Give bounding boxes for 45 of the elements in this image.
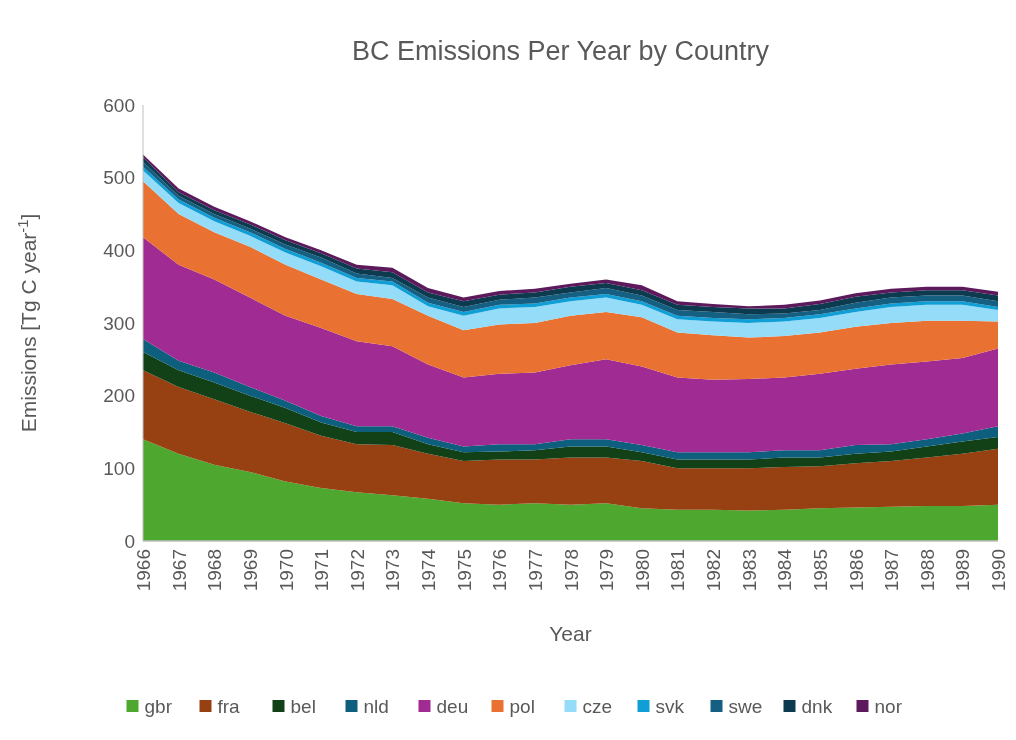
x-tick-label: 1978 <box>560 549 582 592</box>
legend-label: fra <box>217 695 241 717</box>
x-tick-label: 1983 <box>738 549 760 592</box>
x-tick-label: 1979 <box>596 549 618 592</box>
x-tick-label: 1972 <box>346 549 368 592</box>
legend-label: bel <box>290 695 316 717</box>
legend-label: cze <box>582 695 613 717</box>
x-tick-label: 1990 <box>988 549 1009 592</box>
x-tick-label: 1981 <box>667 549 689 592</box>
x-tick-label: 1971 <box>311 549 333 592</box>
legend-label: pol <box>509 695 535 717</box>
x-tick-label: 1982 <box>703 549 724 592</box>
x-tick-label: 1967 <box>168 549 190 592</box>
x-tick-label: 1973 <box>382 549 404 592</box>
x-tick-label: 1975 <box>453 549 475 592</box>
x-tick-label: 1974 <box>418 548 439 592</box>
legend-label: nor <box>874 695 903 717</box>
x-tick-label: 1984 <box>774 548 796 592</box>
x-tick-label: 1970 <box>275 549 297 592</box>
y-tick-label: 0 <box>124 530 135 552</box>
y-tick-label: 100 <box>103 457 135 479</box>
x-tick-label: 1986 <box>845 549 867 592</box>
legend-label: deu <box>436 695 469 717</box>
y-tick-label: 600 <box>103 94 135 116</box>
legend-label: dnk <box>801 695 833 717</box>
y-tick-label: 300 <box>103 312 135 334</box>
x-tick-label: 1966 <box>133 549 154 592</box>
x-tick-label: 1989 <box>952 549 974 592</box>
chart-title: BC Emissions Per Year by Country <box>351 36 770 66</box>
x-tick-label: 1976 <box>489 549 511 592</box>
legend-label: swe <box>728 695 763 717</box>
y-tick-label: 500 <box>103 167 135 189</box>
y-tick-label: 200 <box>103 385 135 407</box>
x-tick-label: 1988 <box>916 549 938 592</box>
y-tick-label: 400 <box>103 239 135 261</box>
legend-label: svk <box>655 695 685 717</box>
x-tick-label: 1977 <box>524 549 546 592</box>
x-axis-title: Year <box>549 622 592 645</box>
x-tick-label: 1980 <box>631 549 653 592</box>
x-tick-label: 1987 <box>881 549 903 592</box>
x-tick-label: 1985 <box>809 549 831 592</box>
legend-label: gbr <box>144 695 173 717</box>
legend-label: nld <box>363 695 389 717</box>
x-tick-label: 1969 <box>239 549 261 592</box>
x-tick-label: 1968 <box>204 549 226 592</box>
